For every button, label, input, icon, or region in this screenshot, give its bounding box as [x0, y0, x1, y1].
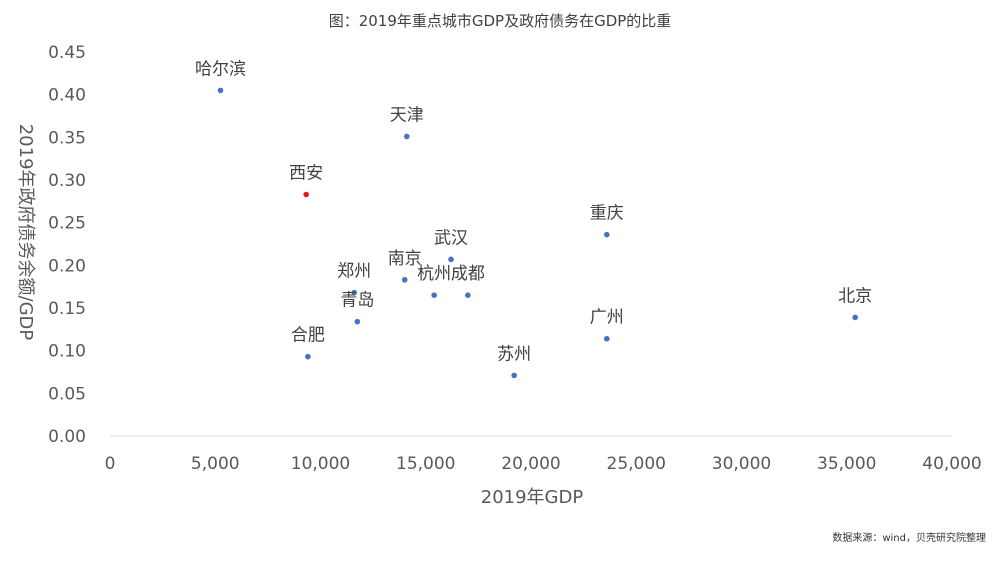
y-tick-label: 0.00 — [48, 427, 86, 447]
x-tick-label: 10,000 — [291, 454, 350, 474]
data-label: 苏州 — [497, 344, 531, 364]
source-note: 数据来源：wind，贝壳研究院整理 — [832, 531, 986, 544]
data-label: 合肥 — [291, 326, 325, 346]
data-label: 广州 — [590, 308, 624, 328]
y-tick-label: 0.05 — [48, 384, 86, 404]
x-tick-labels: 0 5,000 10,000 15,000 20,000 25,000 30,000 35,0… — [105, 454, 982, 474]
x-tick-label: 25,000 — [607, 454, 666, 474]
data-point — [354, 318, 361, 325]
data-label: 哈尔滨 — [195, 59, 246, 79]
data-label: 武汉 — [434, 228, 468, 248]
data-label: 天津 — [390, 105, 424, 125]
y-axis-label: 2019年政府债务余额/GDP — [15, 124, 36, 341]
y-tick-label: 0.25 — [48, 214, 86, 234]
y-tick-label: 0.30 — [48, 171, 86, 191]
y-tick-label: 0.45 — [48, 43, 86, 63]
x-axis-label: 2019年GDP — [481, 487, 584, 508]
data-point — [603, 231, 610, 238]
data-label: 南京 — [388, 249, 422, 269]
data-label: 郑州 — [337, 262, 371, 282]
data-point — [303, 191, 309, 198]
data-points — [217, 87, 858, 379]
y-tick-label: 0.15 — [48, 299, 86, 319]
data-point — [305, 353, 311, 360]
data-point — [465, 292, 471, 299]
data-point — [511, 372, 517, 379]
data-point — [401, 277, 408, 283]
data-point — [351, 289, 357, 296]
x-tick-label: 20,000 — [501, 454, 560, 474]
data-label: 西安 — [289, 164, 323, 184]
data-point — [603, 335, 610, 342]
data-point — [448, 256, 454, 263]
x-tick-label: 5,000 — [191, 454, 240, 474]
x-tick-label: 40,000 — [922, 454, 981, 474]
data-point — [852, 314, 858, 321]
y-tick-labels: 0.00 0.05 0.10 0.15 0.20 0.25 0.30 0.35 0.40 0.45 — [48, 43, 86, 447]
data-label: 青岛 — [340, 291, 374, 311]
data-point — [431, 292, 437, 299]
x-tick-label: 15,000 — [396, 454, 455, 474]
data-label: 北京 — [838, 286, 872, 306]
data-point — [217, 87, 224, 94]
y-tick-label: 0.40 — [48, 86, 86, 106]
x-tick-label: 30,000 — [712, 454, 771, 474]
x-tick-label: 35,000 — [817, 454, 876, 474]
data-label: 成都 — [451, 264, 485, 284]
y-tick-label: 0.20 — [48, 256, 86, 276]
data-label: 重庆 — [590, 204, 624, 224]
x-tick-label: 0 — [105, 454, 116, 474]
y-tick-label: 0.35 — [48, 128, 86, 148]
data-label: 杭州 — [417, 264, 451, 284]
data-point — [404, 133, 410, 140]
y-tick-label: 0.10 — [48, 342, 86, 362]
chart-title: 图：2019年重点城市GDP及政府债务在GDP的比重 — [329, 12, 672, 30]
